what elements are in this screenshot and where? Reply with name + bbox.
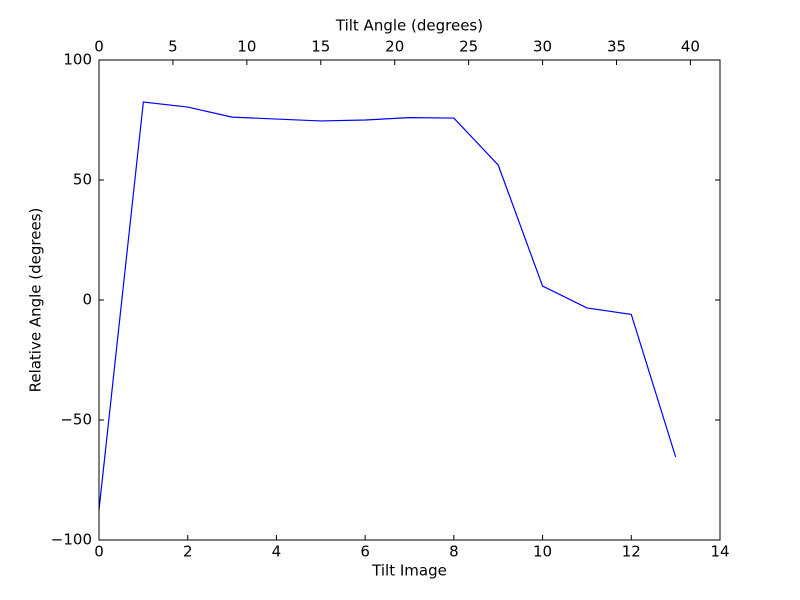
x2-tick-label: 5 (168, 38, 178, 56)
x2-tick-label: 35 (607, 38, 626, 56)
x-tick-label: 14 (710, 543, 729, 561)
x2-axis-label: Tilt Angle (degrees) (335, 17, 483, 35)
y-tick-label: −50 (60, 411, 92, 429)
x-tick-label: 12 (622, 543, 641, 561)
x2-tick-label: 15 (311, 38, 330, 56)
y-axis-label: Relative Angle (degrees) (27, 208, 45, 393)
y-tick-label: 0 (82, 291, 92, 309)
x-tick-label: 10 (533, 543, 552, 561)
x2-tick-label: 0 (94, 38, 104, 56)
data-line (98, 101, 677, 511)
x-axis-label: Tilt Image (371, 562, 447, 580)
y-tick-label: 50 (73, 171, 92, 189)
x-tick-label: 6 (360, 543, 370, 561)
plot-frame (98, 59, 721, 541)
x2-tick-label: 25 (459, 38, 478, 56)
x2-tick-label: 10 (237, 38, 256, 56)
x-tick-label: 2 (183, 543, 193, 561)
x2-tick-label: 40 (681, 38, 700, 56)
y-tick-label: 100 (63, 51, 92, 69)
x-tick-label: 4 (272, 543, 282, 561)
x2-tick-label: 30 (533, 38, 552, 56)
x-tick-label: 8 (449, 543, 459, 561)
x2-tick-label: 20 (385, 38, 404, 56)
y-tick-label: −100 (51, 531, 92, 549)
x-tick-label: 0 (94, 543, 104, 561)
